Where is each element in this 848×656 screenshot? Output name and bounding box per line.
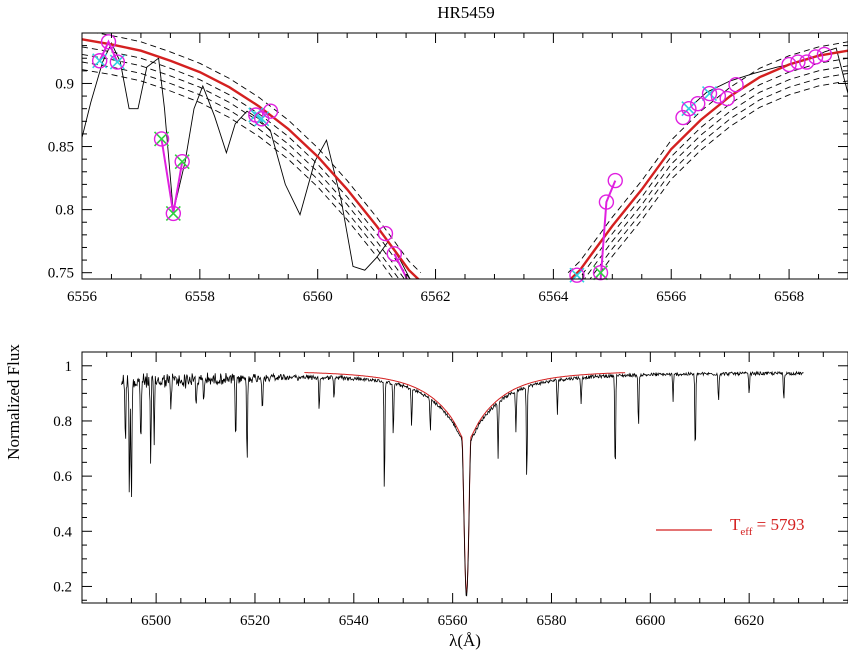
x-axis-label: λ(Å) xyxy=(449,631,481,650)
top-markers xyxy=(91,34,833,283)
rejected-point-circle-7 xyxy=(701,85,718,102)
fit-point-15 xyxy=(807,49,824,65)
top-link-lines xyxy=(98,39,617,279)
top-x-tick-label: 6564 xyxy=(538,289,569,305)
top-x-tick-label: 6556 xyxy=(67,289,98,305)
bottom-x-tick-label: 6520 xyxy=(240,613,270,629)
masked-point-circle-2 xyxy=(165,205,182,222)
y-axis-label: Normalized Flux xyxy=(4,344,23,460)
rejected-point-circle-2 xyxy=(109,54,126,70)
fit-point-5 xyxy=(598,194,615,210)
fit-point-9 xyxy=(710,88,727,104)
top-x-tick-label: 6562 xyxy=(421,289,451,305)
fit-point-12 xyxy=(781,56,797,73)
fit-point-11 xyxy=(728,77,744,93)
masked-point-circle-1 xyxy=(153,131,170,147)
bottom-panel: 6500 6520 6540 6560 6580 6600 6620 0.20.40.60.… xyxy=(53,351,848,629)
observed-spectrum-right xyxy=(682,47,848,115)
fit-point-16 xyxy=(816,46,833,63)
bottom-x-tick-label: 6500 xyxy=(141,613,171,629)
bottom-axes-frame xyxy=(81,351,848,604)
bottom-y-tick-label: 0.8 xyxy=(53,414,72,430)
bottom-x-tick-label: 6600 xyxy=(635,613,665,629)
rejected-point-circle-1 xyxy=(91,53,108,69)
fit-point-1 xyxy=(100,34,117,50)
bottom-y-tick-label: 0.6 xyxy=(53,469,72,485)
bottom-y-tick-label: 0.2 xyxy=(53,579,72,595)
bottom-observed-spectrum xyxy=(121,370,804,597)
top-y-tick-label: 0.85 xyxy=(48,140,74,156)
top-panel: 6556 6558 6560 6562 6564 6566 6568 0.75 0.8 0.85… xyxy=(48,32,848,305)
comparison-curve-left-4 xyxy=(82,61,400,279)
fit-point-13 xyxy=(790,54,806,70)
bottom-y-tick-label: 1 xyxy=(65,359,73,375)
chart-title: HR5459 xyxy=(437,3,495,22)
bottom-x-tick-label: 6540 xyxy=(339,613,369,629)
top-model-curve xyxy=(82,38,848,279)
rejected-point-circle-6 xyxy=(681,100,697,117)
model-curve-right xyxy=(568,49,848,279)
model-curve-left xyxy=(82,38,420,279)
bottom-y-tick-label: 0.4 xyxy=(53,524,72,540)
fit-point-14 xyxy=(799,54,815,70)
bottom-x-tick-label: 6620 xyxy=(734,613,764,629)
fit-point-7 xyxy=(675,109,691,126)
top-y-tick-label: 0.9 xyxy=(55,76,74,92)
observed-spectrum xyxy=(121,370,804,597)
rejected-point-circle-4 xyxy=(254,111,270,127)
bottom-y-ticks: 0.2 0.4 0.6 0.8 1 xyxy=(53,359,848,601)
rejected-point-circle-5 xyxy=(569,267,585,283)
top-y-tick-label: 0.8 xyxy=(55,203,74,219)
bottom-x-tick-label: 6580 xyxy=(536,613,566,629)
fit-point-4 xyxy=(386,246,402,262)
masked-point-circle-3 xyxy=(174,153,190,170)
comparison-curve-left-2 xyxy=(82,46,411,279)
observed-spectrum-left xyxy=(82,42,411,279)
link-line-4 xyxy=(599,180,617,279)
fit-point-8 xyxy=(690,95,706,112)
bottom-x-ticks: 6500 6520 6540 6560 6580 6600 6620 xyxy=(106,352,848,629)
top-comparison-curves xyxy=(82,33,848,279)
top-x-ticks: 6556 6558 6560 6562 6564 6566 6568 xyxy=(67,33,848,305)
bottom-x-tick-label: 6560 xyxy=(438,613,468,629)
comparison-curve-right-1 xyxy=(567,41,848,274)
comparison-curve-right-4 xyxy=(589,72,848,279)
top-x-tick-label: 6558 xyxy=(185,289,215,305)
top-x-tick-label: 6566 xyxy=(656,289,687,305)
fit-point-6 xyxy=(607,172,623,189)
legend-label: Teff = 5793 xyxy=(730,515,805,538)
top-y-tick-label: 0.75 xyxy=(48,266,74,282)
top-x-tick-label: 6568 xyxy=(774,289,804,305)
fit-point-3 xyxy=(377,225,394,242)
legend: Teff = 5793 xyxy=(656,515,805,538)
comparison-curve-left-5 xyxy=(82,69,394,279)
masked-point-circle-4 xyxy=(592,264,609,281)
fit-point-10 xyxy=(719,90,735,107)
top-x-tick-label: 6560 xyxy=(303,289,333,305)
comparison-curve-left-1 xyxy=(94,33,422,274)
fit-point-2 xyxy=(262,103,279,119)
comparison-curve-left-3 xyxy=(82,53,405,279)
link-line-2 xyxy=(160,138,184,214)
top-y-ticks: 0.75 0.8 0.85 0.9 xyxy=(48,32,848,282)
